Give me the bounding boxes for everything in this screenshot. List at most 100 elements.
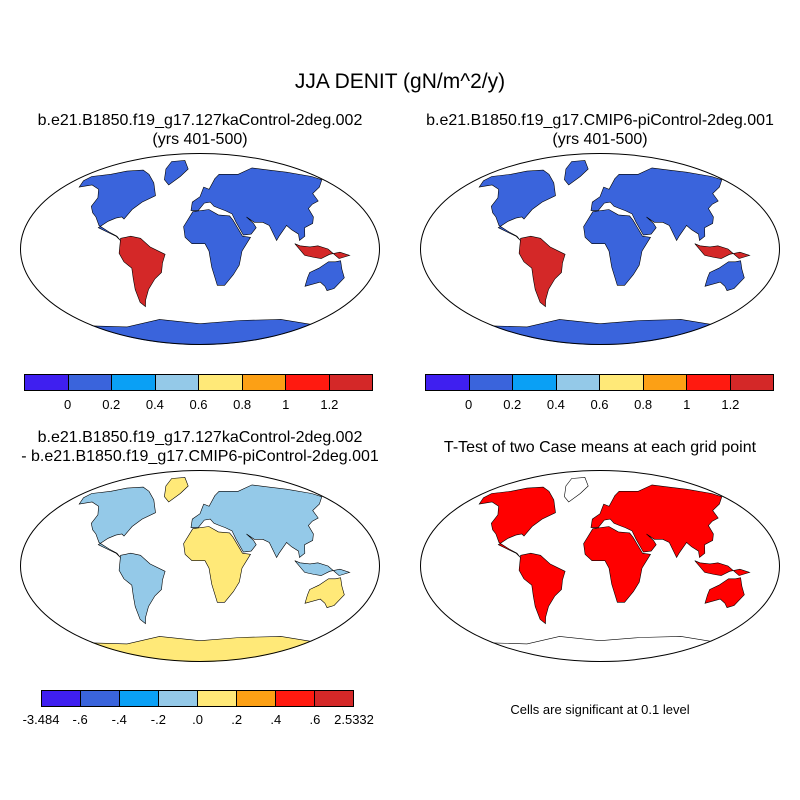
colorbar-swatch xyxy=(426,375,470,390)
colorbar-tick-label: 1.2 xyxy=(721,397,740,412)
landmass-antarctica xyxy=(488,636,714,662)
landmass-southAmerica xyxy=(518,235,566,308)
colorbar-tick-label: 1 xyxy=(282,397,290,412)
landmass-eurasia xyxy=(190,484,323,559)
landmass-australia xyxy=(304,260,345,291)
colorbar-tick-label: .6 xyxy=(309,712,321,727)
panel-2-title-line2: (yrs 401-500) xyxy=(552,131,648,148)
colorbar-tick-label: 1.2 xyxy=(320,397,339,412)
landmass-greenland xyxy=(164,477,189,503)
colorbar-tick-label: 0.2 xyxy=(503,397,522,412)
landmass-indonesia xyxy=(294,560,351,576)
landmass-northAmerica xyxy=(78,486,156,558)
colorbar-swatch xyxy=(556,375,600,390)
landmass-northAmerica xyxy=(78,169,156,241)
colorbar-tick-label: .0 xyxy=(192,712,203,727)
panel-2-title: b.e21.B1850.f19_g17.CMIP6-piControl-2deg… xyxy=(400,111,800,149)
landmass-southAmerica xyxy=(118,552,166,625)
landmass-greenland xyxy=(164,160,189,186)
colorbar-swatch xyxy=(198,691,237,706)
panel-3-title-line1: b.e21.B1850.f19_g17.127kaControl-2deg.00… xyxy=(37,429,363,446)
colorbar-swatch xyxy=(600,375,644,390)
colorbar-tick-label: 0.4 xyxy=(145,397,164,412)
colorbar-swatch xyxy=(155,375,199,390)
landmass-eurasia xyxy=(190,167,323,242)
panel-2-title-line1: b.e21.B1850.f19_g17.CMIP6-piControl-2deg… xyxy=(426,112,774,129)
colorbar-tick-label: -3.484 xyxy=(22,712,60,727)
map-border xyxy=(420,153,780,345)
colorbar-difference xyxy=(41,690,354,707)
colorbar-swatch xyxy=(687,375,731,390)
colorbar-swatch xyxy=(286,375,330,390)
colorbar-tick-label: 0.8 xyxy=(634,397,653,412)
panel-1-title-line1: b.e21.B1850.f19_g17.127kaControl-2deg.00… xyxy=(37,112,363,129)
colorbar-swatch xyxy=(112,375,156,390)
landmass-eurasia xyxy=(590,167,723,242)
colorbar-tick-label: -.6 xyxy=(72,712,88,727)
colorbar-tick-label: 0.2 xyxy=(102,397,121,412)
landmass-australia xyxy=(304,577,345,608)
colorbar-tick-label: 0.6 xyxy=(189,397,208,412)
colorbar-tick-label: 0 xyxy=(465,397,473,412)
landmass-eurasia xyxy=(590,484,723,559)
colorbar-swatch xyxy=(730,375,773,390)
panel-1-title-line2: (yrs 401-500) xyxy=(152,131,248,148)
panel-3-title: b.e21.B1850.f19_g17.127kaControl-2deg.00… xyxy=(0,428,400,466)
map-difference xyxy=(20,470,380,662)
colorbar-tick-label: .4 xyxy=(270,712,282,727)
colorbar-swatch xyxy=(199,375,243,390)
panel-1-title: b.e21.B1850.f19_g17.127kaControl-2deg.00… xyxy=(0,111,400,149)
colorbar-tick-label: -.4 xyxy=(111,712,127,727)
colorbar-swatch xyxy=(120,691,159,706)
landmass-southAmerica xyxy=(518,552,566,625)
landmass-southAmerica xyxy=(118,235,166,308)
colorbar-tick-label: 0.4 xyxy=(546,397,565,412)
landmass-indonesia xyxy=(694,243,751,259)
colorbar-swatch xyxy=(329,375,372,390)
map-case-127ka xyxy=(20,153,380,345)
landmass-africa xyxy=(183,209,251,286)
map-border xyxy=(20,153,380,345)
landmass-africa xyxy=(583,209,651,286)
colorbar-tick-label: -.2 xyxy=(150,712,166,727)
landmass-greenland xyxy=(564,160,589,186)
colorbar-swatch xyxy=(315,691,353,706)
colorbar-tick-label: 0 xyxy=(64,397,72,412)
colorbar-swatch xyxy=(469,375,513,390)
colorbar-swatch xyxy=(242,375,286,390)
figure-title: JJA DENIT (gN/m^2/y) xyxy=(294,70,506,93)
landmass-greenland xyxy=(564,477,589,503)
landmass-australia xyxy=(704,577,745,608)
panel-3-title-line2: - b.e21.B1850.f19_g17.CMIP6-piControl-2d… xyxy=(21,448,379,465)
map-border xyxy=(20,470,380,662)
colorbar-tick-label: 0.8 xyxy=(233,397,252,412)
landmass-antarctica xyxy=(88,319,314,345)
map-case-piControl xyxy=(420,153,780,345)
landmass-africa xyxy=(583,526,651,603)
landmass-indonesia xyxy=(294,243,351,259)
colorbar-swatch xyxy=(643,375,687,390)
landmass-northAmerica xyxy=(478,169,556,241)
landmass-indonesia xyxy=(694,560,751,576)
colorbar-swatch xyxy=(81,691,120,706)
landmass-africa xyxy=(183,526,251,603)
panel-4-title: T-Test of two Case means at each grid po… xyxy=(443,439,757,456)
map-border xyxy=(420,470,780,662)
colorbar-swatch xyxy=(237,691,276,706)
colorbar-tick-label: 2.5332 xyxy=(334,712,374,727)
colorbar-swatch xyxy=(159,691,198,706)
colorbar-swatch xyxy=(68,375,112,390)
colorbar-case-2 xyxy=(425,374,774,391)
significance-note: Cells are significant at 0.1 level xyxy=(510,702,690,717)
colorbar-swatch xyxy=(276,691,315,706)
colorbar-tick-label: 1 xyxy=(683,397,691,412)
colorbar-swatch xyxy=(42,691,81,706)
map-ttest-significance xyxy=(420,470,780,662)
colorbar-case-1 xyxy=(24,374,373,391)
landmass-northAmerica xyxy=(478,486,556,558)
colorbar-tick-label: 0.6 xyxy=(590,397,609,412)
landmass-antarctica xyxy=(88,636,314,662)
colorbar-swatch xyxy=(513,375,557,390)
colorbar-swatch xyxy=(25,375,69,390)
landmass-australia xyxy=(704,260,745,291)
